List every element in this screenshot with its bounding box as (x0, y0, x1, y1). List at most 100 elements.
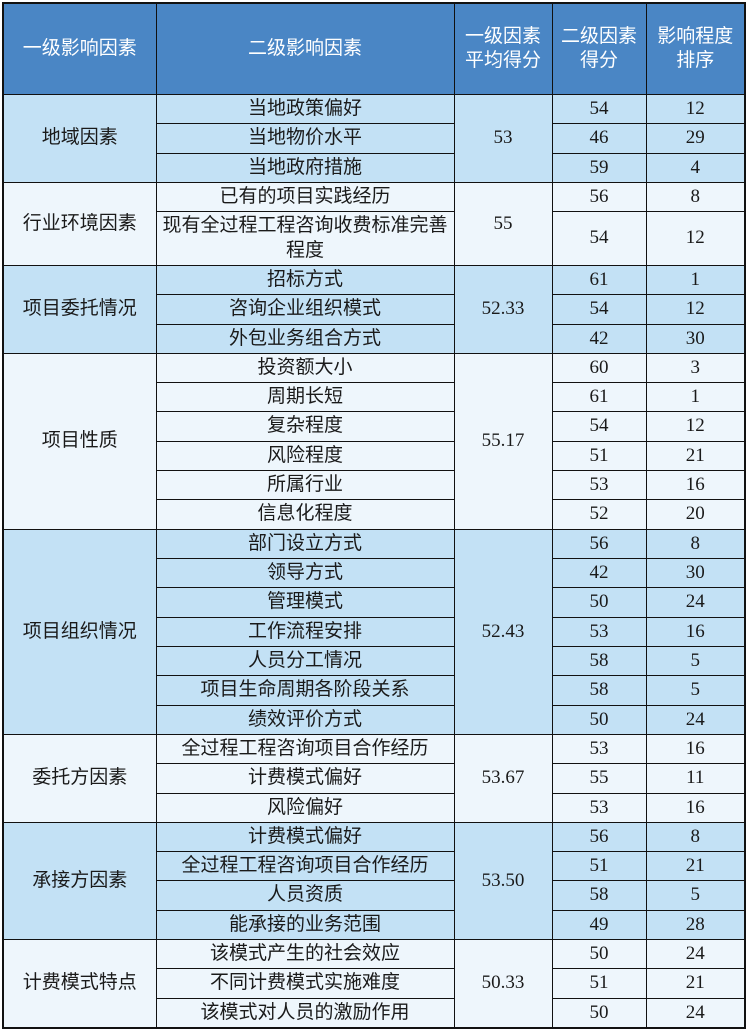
secondary-factor-cell: 计费模式偏好 (155, 763, 455, 794)
column-header-primary-factor: 一级影响因素 (2, 2, 157, 95)
secondary-factor-cell: 项目生命周期各阶段关系 (155, 675, 455, 706)
primary-factor-cell: 项目组织情况 (2, 528, 157, 735)
impact-rank-cell: 1 (645, 264, 746, 296)
secondary-factor-cell: 人员分工情况 (155, 645, 455, 677)
secondary-score-cell: 51 (551, 851, 647, 882)
secondary-score-cell: 42 (551, 323, 647, 354)
table-row: 行业环境因素 已有的项目实践经历 55 56 8 (2, 181, 746, 266)
secondary-factor-cell: 外包业务组合方式 (155, 323, 455, 354)
impact-rank-cell: 4 (645, 152, 746, 183)
table-row: 人员分工情况 58 5 (3, 645, 746, 677)
secondary-score-cell: 56 (551, 821, 647, 853)
secondary-factor-cell: 现有全过程工程咨询收费标准完善程度 (155, 211, 455, 266)
secondary-factor-cell: 部门设立方式 (155, 528, 455, 560)
secondary-factor-cell: 绩效评价方式 (155, 704, 455, 735)
impact-rank-cell: 21 (645, 440, 746, 472)
secondary-score-cell: 56 (551, 181, 647, 213)
primary-average-score-cell: 50.33 (453, 939, 553, 1029)
secondary-factor-cell: 该模式产生的社会效应 (155, 939, 455, 970)
impact-rank-cell: 16 (645, 792, 746, 823)
secondary-score-cell: 53 (551, 470, 647, 501)
secondary-score-cell: 54 (551, 93, 647, 125)
impact-rank-cell: 8 (645, 528, 746, 560)
primary-average-score-cell: 52.33 (453, 264, 553, 354)
secondary-score-cell: 53 (551, 733, 647, 765)
secondary-score-cell: 59 (551, 152, 647, 183)
primary-factor-cell: 委托方因素 (2, 733, 157, 823)
secondary-score-cell: 51 (551, 968, 647, 999)
secondary-score-cell: 49 (551, 909, 647, 941)
secondary-factor-cell: 招标方式 (155, 264, 455, 296)
secondary-factor-cell: 当地政策偏好 (155, 93, 455, 125)
primary-average-score-cell: 53.67 (453, 733, 553, 823)
secondary-score-cell: 53 (551, 616, 647, 647)
impact-rank-cell: 24 (645, 587, 746, 618)
table-row: 现有全过程工程咨询收费标准完善程度 54 12 (3, 211, 746, 266)
impact-rank-cell: 11 (645, 763, 746, 794)
impact-rank-cell: 12 (645, 294, 746, 325)
impact-rank-cell: 8 (645, 181, 746, 213)
secondary-score-cell: 60 (551, 352, 647, 384)
impact-rank-cell: 5 (645, 880, 746, 911)
secondary-factor-cell: 风险程度 (155, 440, 455, 472)
impact-rank-cell: 29 (645, 123, 746, 154)
secondary-factor-cell: 当地物价水平 (155, 123, 455, 154)
impact-rank-cell: 21 (645, 851, 746, 882)
impact-rank-cell: 8 (645, 821, 746, 853)
secondary-score-cell: 53 (551, 792, 647, 823)
impact-rank-cell: 16 (645, 470, 746, 501)
secondary-factor-cell: 信息化程度 (155, 499, 455, 530)
impact-rank-cell: 3 (645, 352, 746, 384)
secondary-factor-cell: 人员资质 (155, 880, 455, 911)
column-header-secondary-factor: 二级影响因素 (155, 2, 455, 95)
secondary-factor-cell: 计费模式偏好 (155, 821, 455, 853)
secondary-factor-cell: 周期长短 (155, 382, 455, 413)
table-row: 风险程度 51 21 (3, 440, 746, 472)
table-row: 承接方因素 计费模式偏好 53.50 56 8 (2, 821, 746, 941)
impact-rank-cell: 24 (645, 939, 746, 970)
impact-rank-cell: 24 (645, 997, 746, 1029)
header-row: 一级影响因素 二级影响因素 一级因素平均得分 二级因素得分 影响程度排序 (2, 2, 746, 95)
secondary-factor-cell: 不同计费模式实施难度 (155, 968, 455, 999)
column-header-secondary-score: 二级因素得分 (551, 2, 647, 95)
table-row: 全过程工程咨询项目合作经历 51 21 (3, 851, 746, 882)
secondary-score-cell: 58 (551, 645, 647, 677)
impact-rank-cell: 16 (645, 616, 746, 647)
primary-average-score-cell: 53.50 (453, 821, 553, 941)
secondary-factor-cell: 复杂程度 (155, 411, 455, 442)
impact-rank-cell: 12 (645, 93, 746, 125)
secondary-factor-cell: 咨询企业组织模式 (155, 294, 455, 325)
impact-rank-cell: 30 (645, 323, 746, 354)
secondary-score-cell: 56 (551, 528, 647, 560)
primary-average-score-cell: 53 (453, 94, 553, 183)
secondary-factor-cell: 该模式对人员的激励作用 (155, 997, 455, 1029)
impact-rank-cell: 21 (645, 968, 746, 999)
table-row: 能承接的业务范围 49 28 (3, 909, 746, 941)
table-row: 委托方因素 全过程工程咨询项目合作经历 53.67 53 16 (2, 733, 746, 823)
table-row: 项目组织情况 部门设立方式 52.43 56 8 (2, 528, 746, 735)
table-row: 不同计费模式实施难度 51 21 (3, 968, 746, 999)
table-row: 风险偏好 53 16 (3, 792, 746, 823)
secondary-score-cell: 54 (551, 294, 647, 325)
table-row: 当地政府措施 59 4 (3, 152, 746, 183)
impact-rank-cell: 28 (645, 909, 746, 941)
table-row: 外包业务组合方式 42 30 (3, 323, 746, 354)
secondary-factor-cell: 能承接的业务范围 (155, 909, 455, 941)
table-row: 地域因素 当地政策偏好 53 54 12 (2, 93, 746, 183)
primary-factor-cell: 计费模式特点 (2, 939, 157, 1029)
impact-rank-cell: 16 (645, 733, 746, 765)
secondary-score-cell: 46 (551, 123, 647, 154)
table-row: 人员资质 58 5 (3, 880, 746, 911)
table-row: 项目性质 投资额大小 55.17 60 3 (2, 352, 746, 530)
table-body: 地域因素 当地政策偏好 53 54 12 当地物价水平 46 29 当地政府措施 59 4 行业环境因… (2, 93, 746, 1029)
secondary-factor-cell: 所属行业 (155, 470, 455, 501)
secondary-factor-cell: 风险偏好 (155, 792, 455, 823)
primary-factor-cell: 项目委托情况 (2, 264, 157, 354)
impact-rank-cell: 1 (645, 382, 746, 413)
table-row: 周期长短 61 1 (3, 382, 746, 413)
secondary-score-cell: 54 (551, 411, 647, 442)
table-row: 绩效评价方式 50 24 (3, 704, 746, 735)
primary-factor-cell: 承接方因素 (2, 821, 157, 941)
table-row: 管理模式 50 24 (3, 587, 746, 618)
